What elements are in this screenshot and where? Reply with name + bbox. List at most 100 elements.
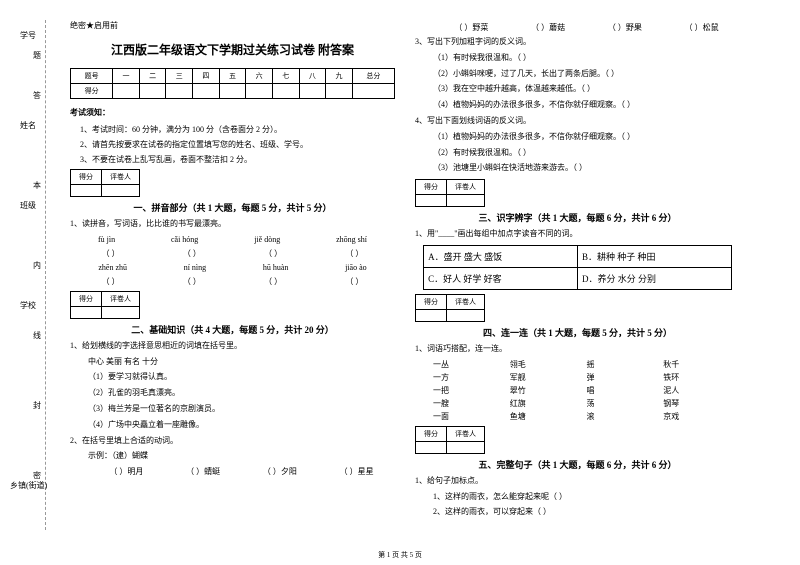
py-5: zhēn zhū	[98, 263, 127, 272]
s5-items: 1、这样的雨衣，怎么能穿起来呢（ ） 2、这样的雨衣，可以穿起来（ ）	[415, 491, 740, 520]
col-5: 五	[219, 69, 246, 84]
col-3: 三	[166, 69, 193, 84]
col-8: 八	[299, 69, 326, 84]
side-label-school: 学校	[20, 300, 36, 311]
col-2: 二	[139, 69, 166, 84]
col-1: 一	[113, 69, 140, 84]
col-total: 总分	[352, 69, 394, 84]
side-mark-da: 答	[33, 90, 41, 101]
pr-6[interactable]: （ ）	[183, 276, 201, 287]
s2-q1-3: （3）梅兰芳是一位著名的京剧演员。	[88, 403, 395, 416]
s2-q1-opts: 中心 美丽 有名 十分	[70, 356, 395, 369]
match-1: 一丛翎毛摇秋千	[433, 359, 740, 370]
py-2: cǎi hóng	[171, 235, 198, 244]
grader-table-4: 得分评卷人	[415, 294, 485, 322]
side-label-class: 班级	[20, 200, 36, 211]
s5-2: 2、这样的雨衣，可以穿起来（ ）	[433, 506, 740, 519]
section-1-title: 一、拼音部分（共 1 大题，每题 5 分，共计 5 分）	[70, 201, 395, 214]
score-table: 题号 一 二 三 四 五 六 七 八 九 总分 得分	[70, 68, 395, 99]
col-9: 九	[326, 69, 353, 84]
secret-mark: 绝密★启用前	[70, 20, 395, 31]
char-table: A．盛开 盛大 盛饭 B．耕种 种子 种田 C．好人 好学 好客 D．养分 水分…	[423, 245, 732, 290]
match-2: 一方军舰弹铁环	[433, 372, 740, 383]
section-5-title: 五、完整句子（共 1 大题，每题 6 分，共计 6 分）	[415, 458, 740, 471]
section-2-title: 二、基础知识（共 4 大题，每题 5 分，共计 20 分）	[70, 323, 395, 336]
s5-q: 1、给句子加标点。	[415, 475, 740, 488]
s5-1: 1、这样的雨衣，怎么能穿起来呢（ ）	[433, 491, 740, 504]
side-label-town: 乡镇(街道)	[10, 480, 47, 491]
s2-q4-items: （1）植物妈妈的办法很多很多，不信你就仔细观察。（ ） （2）有时候我很温和。（…	[415, 131, 740, 175]
s2-q4-1: （1）植物妈妈的办法很多很多，不信你就仔细观察。（ ）	[433, 131, 740, 144]
section-3-title: 三、识字辨字（共 1 大题，每题 6 分，共计 6 分）	[415, 211, 740, 224]
pr-8[interactable]: （ ）	[345, 276, 363, 287]
s2-q2-ex: 示例：（逮）蝴蝶	[70, 450, 395, 463]
score-value-row: 得分	[71, 84, 395, 99]
ct-d: D．养分 水分 分别	[578, 267, 732, 289]
s2-q4: 4、写出下面划线词语的反义词。	[415, 115, 740, 128]
s2-q3-items: （1）有时候我很温和。（ ） （2）小蝌蚪咪哽，过了几天，长出了两条后腿。（ ）…	[415, 52, 740, 112]
s2-q4-3: （3）池塘里小蝌蚪在快活地游来游去。（ ）	[433, 162, 740, 175]
s2-q2: 2、在括号里填上合适的动词。	[70, 435, 395, 448]
pr-2[interactable]: （ ）	[183, 248, 201, 259]
score-header-row: 题号 一 二 三 四 五 六 七 八 九 总分	[71, 69, 395, 84]
s2-q3-4: （4）植物妈妈的办法很多很多，不信你就仔细观察。（ ）	[433, 99, 740, 112]
py-8: jiāo ào	[345, 263, 367, 272]
side-mark-feng: 封	[33, 400, 41, 411]
page-footer: 第 1 页 共 5 页	[0, 550, 800, 560]
exam-title: 江西版二年级语文下学期过关练习试卷 附答案	[70, 41, 395, 58]
s2-q3: 3、写出下列加粗字词的反义词。	[415, 36, 740, 49]
col-4: 四	[193, 69, 220, 84]
py-7: hū huàn	[263, 263, 289, 272]
paren-row-1: （ ） （ ） （ ） （ ）	[70, 248, 395, 259]
mini-grader: 评卷人	[102, 170, 140, 185]
s2-q1-2: （2）孔雀的羽毛真漂亮。	[88, 387, 395, 400]
s2-q3-2: （2）小蝌蚪咪哽，过了几天，长出了两条后腿。（ ）	[433, 68, 740, 81]
col-7: 七	[272, 69, 299, 84]
grader-table-1: 得分评卷人	[70, 169, 140, 197]
score-label: 得分	[71, 84, 113, 99]
side-mark-xian: 线	[33, 330, 41, 341]
side-label-xuehao: 学号	[20, 30, 36, 41]
s3-q: 1、用"____"画出每组中加点字读音不同的词。	[415, 228, 740, 241]
ct-c: C．好人 好学 好客	[424, 267, 578, 289]
s2-q1: 1、给划横线的字选择意思相近的词填在括号里。	[70, 340, 395, 353]
notice-head: 考试须知：	[70, 107, 395, 118]
ct-a: A．盛开 盛大 盛饭	[424, 245, 578, 267]
pr-7[interactable]: （ ）	[264, 276, 282, 287]
notice-2: 2、请首先按要求在试卷的指定位置填写您的姓名、班级、学号。	[80, 139, 395, 150]
s1-q: 1、读拼音，写词语，比比谁的书写最漂亮。	[70, 218, 395, 231]
s2-q3-1: （1）有时候我很温和。（ ）	[433, 52, 740, 65]
side-mark-ti: 题	[33, 50, 41, 61]
left-column: 绝密★启用前 江西版二年级语文下学期过关练习试卷 附答案 题号 一 二 三 四 …	[60, 20, 405, 535]
s2-q1-items: （1）要学习就得认真。 （2）孔雀的羽毛真漂亮。 （3）梅兰芳是一位著名的京剧演…	[70, 371, 395, 431]
py-3: jiě dòng	[254, 235, 280, 244]
section-4-title: 四、连一连（共 1 大题，每题 5 分，共计 5 分）	[415, 326, 740, 339]
grader-table-2: 得分评卷人	[70, 291, 140, 319]
grader-table-3: 得分评卷人	[415, 179, 485, 207]
py-1: fù jìn	[98, 235, 115, 244]
s2-q3-3: （3）我在空中越升越高，体温越来越低。（ ）	[433, 83, 740, 96]
s2-q1-4: （4）广场中央矗立着一座雕像。	[88, 419, 395, 432]
match-5: 一面鱼塘滚京戏	[433, 411, 740, 422]
page-container: 绝密★启用前 江西版二年级语文下学期过关练习试卷 附答案 题号 一 二 三 四 …	[0, 0, 800, 545]
notice-1: 1、考试时间：60 分钟，满分为 100 分（含卷面分 2 分）。	[80, 124, 395, 135]
pr-5[interactable]: （ ）	[102, 276, 120, 287]
ct-b: B．耕种 种子 种田	[578, 245, 732, 267]
side-label-name: 姓名	[20, 120, 36, 131]
side-mark-ben: 本	[33, 180, 41, 191]
side-mark-nei: 内	[33, 260, 41, 271]
pr-1[interactable]: （ ）	[102, 248, 120, 259]
py-4: zhōng shí	[336, 235, 367, 244]
binding-sidebar: 学号 题 答 姓名 本 班级 内 学校 线 封 密 乡镇(街道)	[5, 20, 55, 530]
pr-3[interactable]: （ ）	[264, 248, 282, 259]
col-num: 题号	[71, 69, 113, 84]
match-list: 一丛翎毛摇秋千 一方军舰弹铁环 一把翠竹唱泥人 一艘红旗荡钢琴 一面鱼塘滚京戏	[415, 359, 740, 422]
col-6: 六	[246, 69, 273, 84]
match-4: 一艘红旗荡钢琴	[433, 398, 740, 409]
notice-3: 3、不要在试卷上乱写乱画，卷面不整洁扣 2 分。	[80, 154, 395, 165]
s2-q2-row1: （ ）明月 （ ）蜻蜓 （ ）夕阳 （ ）星星	[70, 466, 395, 477]
pr-4[interactable]: （ ）	[345, 248, 363, 259]
mini-score: 得分	[71, 170, 102, 185]
s4-q: 1、词语巧搭配，连一连。	[415, 343, 740, 356]
pinyin-row-2: zhēn zhū ní nìng hū huàn jiāo ào	[70, 263, 395, 272]
